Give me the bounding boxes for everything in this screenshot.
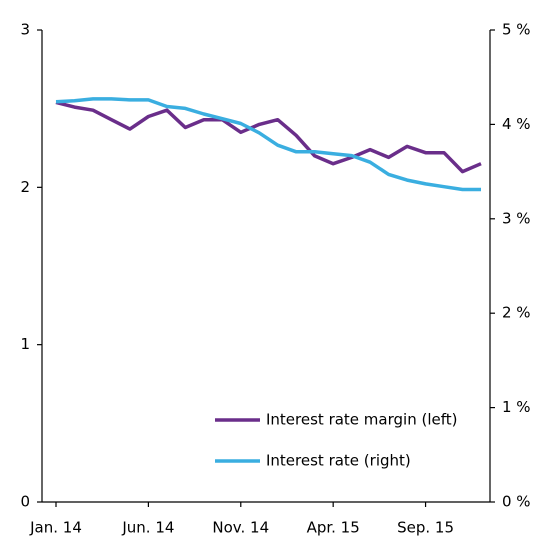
y-tick-label: 3 <box>20 21 30 39</box>
y-tick-label: 2 <box>20 178 30 196</box>
y-tick-label: 1 <box>20 335 30 353</box>
x-tick-label: Jun. 14 <box>121 519 174 537</box>
y2-tick-label: 3 % <box>502 209 531 227</box>
legend-label: Interest rate margin (left) <box>266 411 457 429</box>
y2-tick-label: 0 % <box>502 493 531 511</box>
series-line <box>55 100 482 174</box>
x-tick-label: Jan. 14 <box>29 519 82 537</box>
y2-tick-label: 1 % <box>502 398 531 416</box>
x-tick-label: Apr. 15 <box>307 519 360 537</box>
legend-label: Interest rate (right) <box>266 452 411 470</box>
y2-tick-label: 4 % <box>502 115 531 133</box>
y2-tick-label: 5 % <box>502 21 531 39</box>
y2-tick-label: 2 % <box>502 304 531 322</box>
y-tick-label: 0 <box>20 493 30 511</box>
x-tick-label: Sep. 15 <box>397 519 454 537</box>
x-tick-label: Nov. 14 <box>212 519 269 537</box>
series-line <box>55 97 481 192</box>
